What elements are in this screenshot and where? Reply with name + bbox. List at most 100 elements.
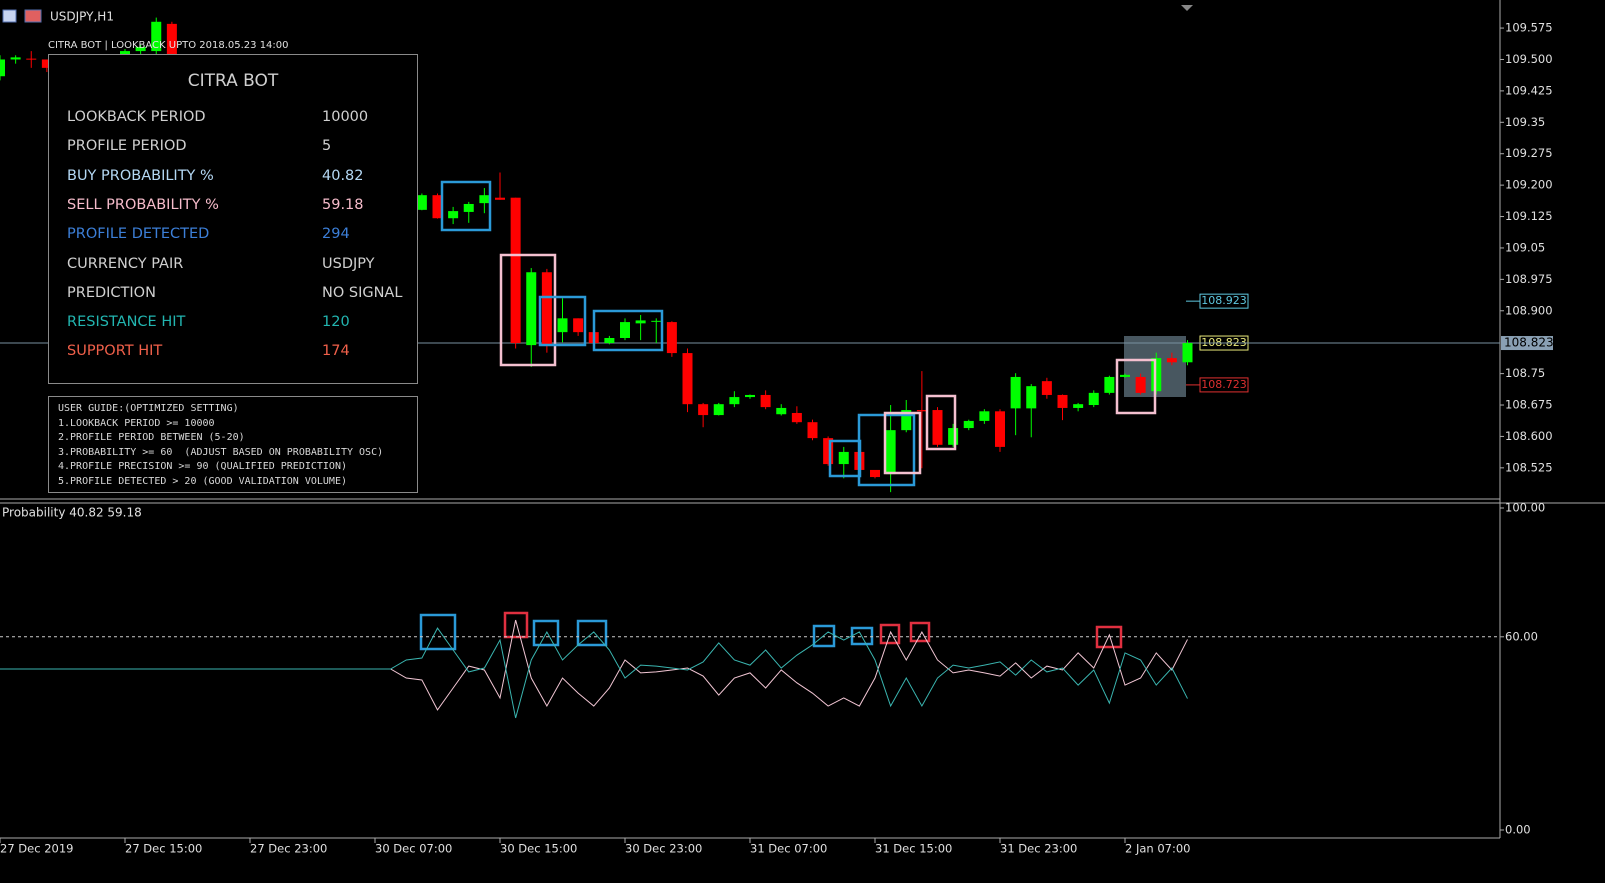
- candle-body: [10, 57, 21, 60]
- y-tick-label: 108.525: [1505, 460, 1553, 474]
- candle-body: [26, 58, 37, 60]
- candle-body: [166, 23, 177, 56]
- level-label: 108.923: [1201, 294, 1247, 307]
- candle-body: [698, 404, 709, 416]
- guide-line: USER GUIDE:(OPTIMIZED SETTING): [58, 403, 239, 414]
- guide-line: 4.PROFILE PRECISION >= 90 (QUALIFIED PRE…: [58, 461, 347, 473]
- candle-body: [838, 451, 849, 465]
- candle-body: [635, 320, 646, 324]
- candle-body: [823, 438, 834, 465]
- box: [1095, 625, 1123, 649]
- x-tick-label: 30 Dec 07:00: [375, 842, 452, 856]
- candle-body: [682, 353, 693, 405]
- candle-body: [0, 59, 5, 77]
- y-tick-label: 109.275: [1505, 146, 1553, 160]
- icon: [2, 9, 17, 23]
- info-panel: CITRA BOT LOOKBACK PERIOD 10000 PROFILE PE…: [48, 54, 418, 384]
- box: [538, 295, 587, 347]
- candle-body: [870, 469, 880, 478]
- panel-text: 5: [322, 138, 332, 155]
- candle-body: [526, 272, 537, 346]
- candles: [0, 17, 1193, 493]
- candle-body: [1057, 394, 1068, 408]
- candle-body: [885, 430, 896, 475]
- icon: [24, 9, 42, 23]
- x-tick-label: 30 Dec 15:00: [500, 842, 577, 856]
- candle-body: [1182, 343, 1193, 363]
- panel-text: NO SIGNAL: [322, 284, 403, 301]
- x-tick-label: 27 Dec 2019: [0, 842, 73, 856]
- x-tick-label: 27 Dec 15:00: [125, 842, 202, 856]
- candle-body: [713, 404, 724, 416]
- subtitle: CITRA BOT | LOOKBACK UPTO 2018.05.23 14:…: [48, 40, 289, 51]
- candle-body: [1041, 381, 1052, 395]
- level-label-box: [1199, 293, 1249, 309]
- box: [532, 619, 560, 647]
- candle-body: [745, 394, 755, 398]
- panel-text: 10000: [322, 109, 369, 125]
- y-tick-label: 108.75: [1505, 366, 1545, 380]
- candle-body: [948, 428, 959, 445]
- box: [883, 411, 922, 475]
- candle-body: [1010, 376, 1021, 409]
- guide-line: 3.PROBABILITY >= 60 (ADJUST BASED ON PRO…: [58, 446, 384, 458]
- guide-line: 2.PROFILE PERIOD BETWEEN (5-20): [58, 432, 245, 444]
- guide-line: 1.LOOKBACK PERIOD >= 10000: [58, 417, 215, 429]
- candle-body: [573, 318, 584, 333]
- panel-text: RESISTANCE HIT: [67, 314, 186, 331]
- symbol-title: USDJPY,H1: [50, 10, 114, 24]
- candle-body: [416, 195, 427, 210]
- candle-body: [995, 411, 1005, 447]
- candle-body: [901, 410, 912, 431]
- box: [879, 623, 901, 645]
- y-tick-label: 108.900: [1505, 303, 1553, 317]
- candle-body: [760, 394, 771, 408]
- box: [909, 621, 931, 643]
- candle-body: [41, 59, 52, 68]
- panel-text: 174: [322, 343, 350, 360]
- candle-body: [1135, 376, 1146, 393]
- user-guide: USER GUIDE:(OPTIMIZED SETTING) 1.LOOKBACK…: [48, 396, 418, 493]
- panel-text: 40.82: [322, 167, 364, 184]
- candle-body: [807, 422, 818, 439]
- box: [419, 613, 457, 651]
- y-tick-label: 109.200: [1505, 178, 1553, 192]
- y-tick-label: 108.600: [1505, 429, 1553, 443]
- current-price-box: [1501, 336, 1553, 351]
- candle-body: [1166, 358, 1177, 363]
- candle-body: [916, 410, 927, 412]
- candle-body: [120, 51, 130, 56]
- candle-body: [151, 21, 162, 52]
- box: [499, 253, 557, 367]
- panel-text: 59.18: [322, 196, 364, 213]
- candle-body: [135, 46, 146, 52]
- current-price-label: 108.823: [1504, 336, 1554, 350]
- y-tick-label: 109.35: [1505, 115, 1545, 129]
- candle-body: [666, 322, 677, 354]
- x-tick-label: 27 Dec 23:00: [250, 842, 327, 856]
- box: [925, 394, 957, 451]
- box: [1115, 358, 1157, 415]
- panel-text: 120: [322, 314, 350, 331]
- candle-body: [1026, 386, 1037, 409]
- y-tick-label: 108.675: [1505, 398, 1553, 412]
- y-tick-label: 0.00: [1505, 823, 1531, 837]
- shift-marker: [1181, 5, 1193, 11]
- y-tick-label: 109.500: [1505, 52, 1553, 66]
- probability-line: [0, 619, 1188, 711]
- boxes: [419, 180, 1157, 651]
- candle-body: [1073, 404, 1084, 408]
- panel-text: BUY PROBABILITY %: [67, 167, 214, 184]
- candle-body: [510, 197, 521, 344]
- x-tick-label: 31 Dec 23:00: [1000, 842, 1077, 856]
- y-tick-label: 109.425: [1505, 83, 1553, 97]
- candle-body: [479, 195, 490, 204]
- candle-body: [791, 412, 802, 423]
- candle-body: [776, 407, 787, 415]
- probability-line: [0, 627, 1188, 719]
- candle-body: [541, 272, 552, 346]
- y-tick-label: 109.575: [1505, 21, 1553, 35]
- guide-line: 5.PROFILE DETECTED > 20 (GOOD VALIDATION…: [58, 475, 347, 487]
- y-tick-label: 60.00: [1505, 629, 1538, 643]
- y-tick-label: 100.00: [1505, 501, 1545, 515]
